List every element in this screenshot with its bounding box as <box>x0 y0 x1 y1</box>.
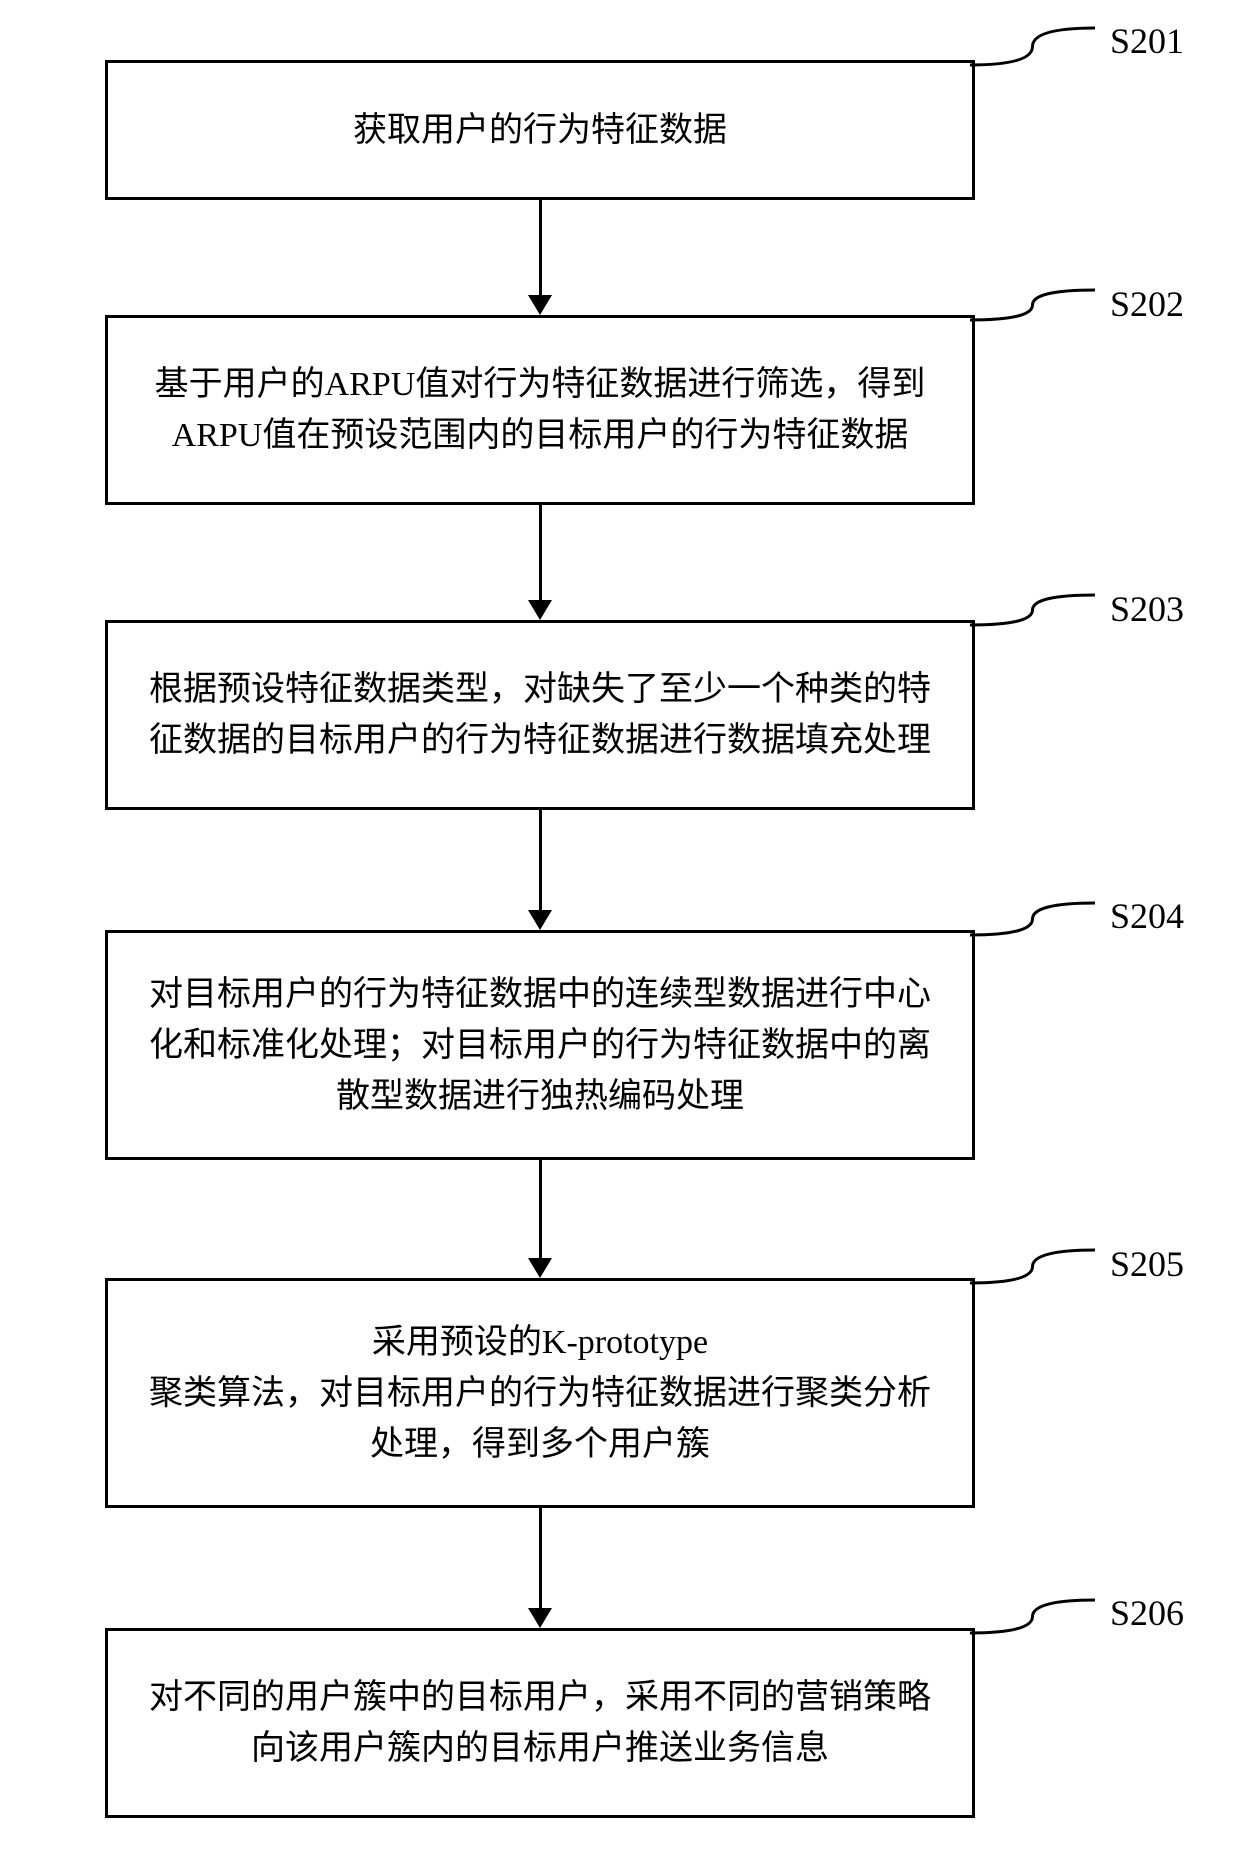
arrow-line-4 <box>539 1160 542 1258</box>
step-label-s202: S202 <box>1110 283 1184 325</box>
arrow-head-icon <box>528 1608 552 1628</box>
arrow-head-icon <box>528 910 552 930</box>
callout-line-s203 <box>965 590 1100 630</box>
step-text: 对目标用户的行为特征数据中的连续型数据进行中心化和标准化处理；对目标用户的行为特… <box>138 969 942 1122</box>
step-label-s203: S203 <box>1110 588 1184 630</box>
step-text: 采用预设的K-prototype聚类算法，对目标用户的行为特征数据进行聚类分析处… <box>138 1317 942 1470</box>
arrow-line-5 <box>539 1508 542 1608</box>
arrow-head-icon <box>528 600 552 620</box>
arrow-head-icon <box>528 1258 552 1278</box>
step-text: 获取用户的行为特征数据 <box>353 105 727 156</box>
step-box-s202: 基于用户的ARPU值对行为特征数据进行筛选，得到ARPU值在预设范围内的目标用户… <box>105 315 975 505</box>
step-text: 基于用户的ARPU值对行为特征数据进行筛选，得到ARPU值在预设范围内的目标用户… <box>138 359 942 461</box>
callout-line-s202 <box>965 285 1100 325</box>
step-label-s201: S201 <box>1110 20 1184 62</box>
callout-line-s205 <box>965 1245 1100 1288</box>
step-box-s206: 对不同的用户簇中的目标用户，采用不同的营销策略向该用户簇内的目标用户推送业务信息 <box>105 1628 975 1818</box>
step-label-s204: S204 <box>1110 895 1184 937</box>
flowchart-container: 获取用户的行为特征数据 S201 基于用户的ARPU值对行为特征数据进行筛选，得到A… <box>0 0 1240 1868</box>
step-label-s205: S205 <box>1110 1243 1184 1285</box>
step-box-s203: 根据预设特征数据类型，对缺失了至少一个种类的特征数据的目标用户的行为特征数据进行… <box>105 620 975 810</box>
callout-line-s206 <box>965 1595 1100 1638</box>
step-text: 根据预设特征数据类型，对缺失了至少一个种类的特征数据的目标用户的行为特征数据进行… <box>138 664 942 766</box>
step-box-s204: 对目标用户的行为特征数据中的连续型数据进行中心化和标准化处理；对目标用户的行为特… <box>105 930 975 1160</box>
callout-line-s204 <box>965 898 1100 940</box>
arrow-line-3 <box>539 810 542 910</box>
arrow-head-icon <box>528 295 552 315</box>
arrow-line-2 <box>539 505 542 600</box>
callout-line-s201 <box>965 23 1100 70</box>
step-box-s205: 采用预设的K-prototype聚类算法，对目标用户的行为特征数据进行聚类分析处… <box>105 1278 975 1508</box>
step-box-s201: 获取用户的行为特征数据 <box>105 60 975 200</box>
arrow-line-1 <box>539 200 542 295</box>
step-label-s206: S206 <box>1110 1592 1184 1634</box>
step-text: 对不同的用户簇中的目标用户，采用不同的营销策略向该用户簇内的目标用户推送业务信息 <box>138 1672 942 1774</box>
